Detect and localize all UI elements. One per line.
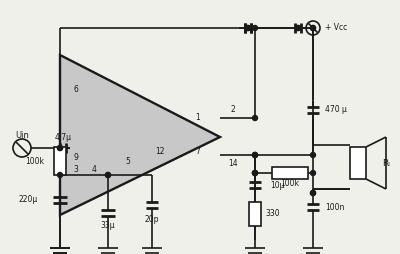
Text: 3: 3 [74,166,78,174]
Text: Uin: Uin [15,132,29,140]
Bar [350,147,366,179]
Text: + Vcc: + Vcc [325,24,347,33]
Text: 5: 5 [126,157,130,167]
Circle shape [310,190,316,196]
Text: 6: 6 [74,86,78,94]
Circle shape [58,172,62,178]
Circle shape [296,25,300,30]
Circle shape [246,25,250,30]
Text: 20p: 20p [145,215,159,225]
Bar [54,147,66,175]
Text: Rₗ: Rₗ [382,158,390,167]
Circle shape [252,170,258,176]
Circle shape [310,25,316,30]
Circle shape [310,152,316,157]
Bar [272,167,308,179]
Circle shape [252,152,258,157]
Circle shape [58,146,62,151]
Circle shape [106,172,110,178]
Circle shape [252,116,258,120]
Polygon shape [60,55,220,215]
Circle shape [106,172,110,178]
Text: 14: 14 [228,158,238,167]
Circle shape [252,25,258,30]
Text: 10μ: 10μ [270,181,284,189]
Text: 7: 7 [196,148,200,156]
Circle shape [310,170,316,176]
Text: 470 μ: 470 μ [325,105,347,115]
Text: 4,7μ: 4,7μ [54,134,72,142]
Text: 100k: 100k [280,179,300,187]
Circle shape [58,146,62,151]
Text: 4: 4 [92,166,96,174]
Circle shape [252,152,258,157]
Text: 220μ: 220μ [18,196,38,204]
Text: 12: 12 [155,148,165,156]
Text: 100n: 100n [325,202,344,212]
Text: 100k: 100k [26,156,44,166]
Circle shape [310,25,316,30]
Circle shape [310,190,316,196]
Circle shape [296,25,300,30]
Text: 9: 9 [74,152,78,162]
Circle shape [252,152,258,157]
Bar [249,202,261,226]
Text: 330: 330 [265,210,280,218]
Circle shape [252,170,258,176]
Text: 2: 2 [231,105,235,115]
Text: 33μ: 33μ [101,221,115,230]
Circle shape [252,170,258,176]
Text: 1: 1 [196,114,200,122]
Circle shape [246,25,250,30]
